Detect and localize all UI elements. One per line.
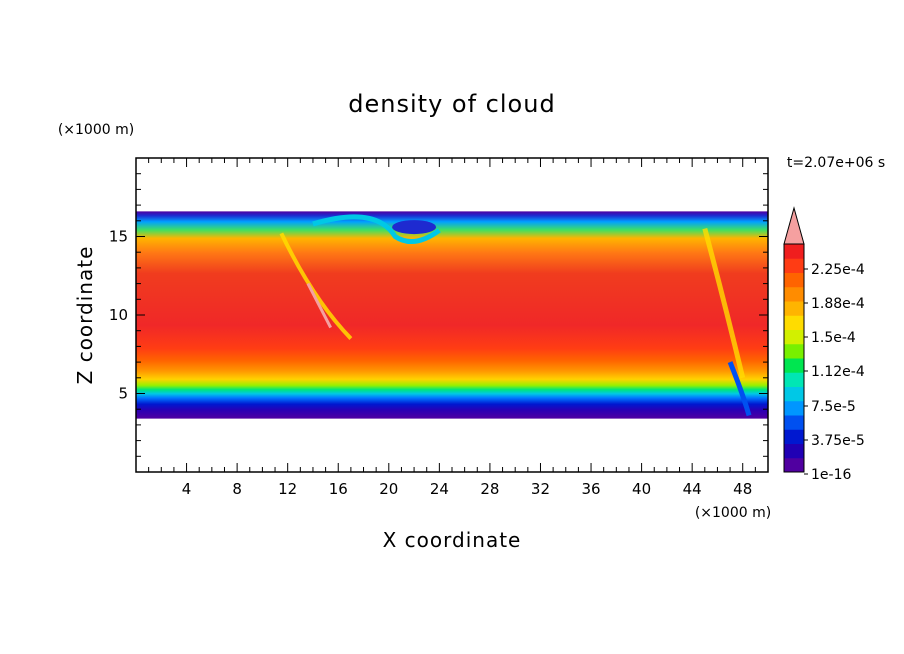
colorbar-swatch [784, 329, 804, 345]
colorbar-swatch [784, 258, 804, 273]
chart-title: density of cloud [348, 90, 555, 118]
eddy-base-right [727, 361, 752, 417]
eddy-streak-left [306, 282, 332, 329]
eddy-arc-left [279, 232, 353, 340]
x-tick-label: 48 [733, 480, 752, 498]
colorbar-swatch [784, 429, 804, 444]
colorbar-swatch [784, 415, 804, 430]
x-unit-label: (×1000 m) [695, 505, 771, 521]
x-tick-label: 20 [379, 480, 398, 498]
colorbar-swatch [784, 400, 804, 416]
colorbar-label: 1e-16 [811, 467, 851, 483]
colorbar-label: 1.12e-4 [811, 364, 865, 380]
colorbar-swatch [784, 315, 804, 330]
colorbar-extend-arrow [783, 206, 805, 245]
x-axis-label: X coordinate [383, 528, 522, 552]
x-tick-label: 28 [480, 480, 499, 498]
x-tick-label: 8 [232, 480, 242, 498]
x-tick-label: 32 [531, 480, 550, 498]
x-tick-label: 36 [581, 480, 600, 498]
eddy-curl-top [312, 214, 441, 245]
heatmap-field [136, 211, 768, 419]
eddy-arc-right [702, 228, 746, 379]
x-tick-label: 16 [329, 480, 348, 498]
colorbar-swatch [784, 244, 804, 259]
colorbar-swatch [784, 343, 804, 359]
eddy-core-top [392, 220, 437, 235]
colorbar-swatch [784, 301, 804, 316]
colorbar-swatch [784, 457, 804, 473]
x-axis: 4 8 12 16 20 24 28 32 36 40 44 48 [148, 158, 756, 498]
colorbar-label: 3.75e-5 [811, 433, 865, 449]
colorbar: 2.25e-4 1.88e-4 1.5e-4 1.12e-4 7.5e-5 3.75e-5… [783, 206, 865, 483]
x-tick-label: 4 [182, 480, 192, 498]
y-tick-label: 10 [109, 306, 128, 324]
x-tick-label: 44 [683, 480, 702, 498]
y-tick-label: 5 [118, 385, 128, 403]
x-tick-label: 12 [278, 480, 297, 498]
x-tick-label: 24 [430, 480, 449, 498]
colorbar-swatch [784, 272, 804, 288]
colorbar-swatch [784, 286, 804, 302]
colorbar-label: 2.25e-4 [811, 262, 865, 278]
colorbar-swatch [784, 372, 804, 387]
y-tick-label: 15 [109, 228, 128, 246]
y-axis: 5 10 15 [109, 173, 768, 457]
colorbar-label: 1.88e-4 [811, 296, 865, 312]
colorbar-swatch [784, 386, 804, 402]
cloud-layer-band [136, 211, 768, 419]
time-label: t=2.07e+06 s [787, 155, 885, 171]
colorbar-label: 1.5e-4 [811, 330, 856, 346]
colorbar-frame [783, 243, 805, 473]
colorbar-swatch [784, 358, 804, 373]
x-tick-label: 40 [632, 480, 651, 498]
colorbar-swatch [784, 443, 804, 459]
y-axis-label: Z coordinate [73, 246, 97, 385]
colorbar-label: 7.5e-5 [811, 399, 856, 415]
y-unit-label: (×1000 m) [58, 122, 134, 138]
